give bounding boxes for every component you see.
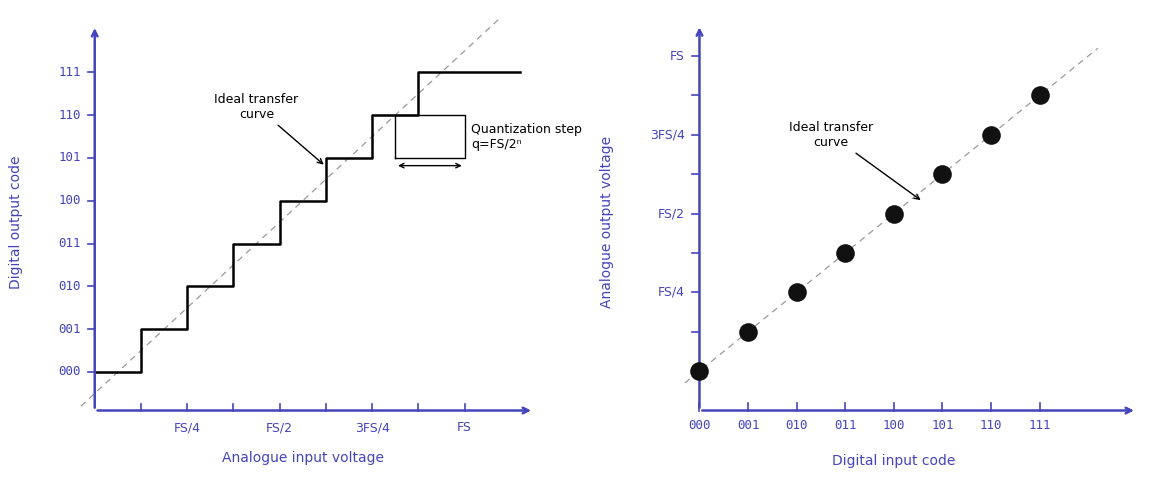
Text: Quantization step
q=FS/2ⁿ: Quantization step q=FS/2ⁿ xyxy=(472,122,583,150)
Point xyxy=(933,170,952,178)
Text: Digital input code: Digital input code xyxy=(832,454,955,468)
Text: 000: 000 xyxy=(688,419,710,432)
Point xyxy=(836,249,855,257)
Text: 110: 110 xyxy=(58,108,81,121)
Text: FS: FS xyxy=(457,421,472,434)
Text: FS/2: FS/2 xyxy=(658,207,684,220)
Text: 100: 100 xyxy=(58,194,81,207)
Text: 001: 001 xyxy=(737,419,759,432)
Text: 010: 010 xyxy=(785,419,808,432)
Text: Analogue input voltage: Analogue input voltage xyxy=(222,451,384,465)
Text: 111: 111 xyxy=(1028,419,1051,432)
Text: 101: 101 xyxy=(931,419,953,432)
Text: 100: 100 xyxy=(883,419,905,432)
Text: FS/2: FS/2 xyxy=(266,421,293,434)
Point xyxy=(787,289,806,296)
Text: 001: 001 xyxy=(58,322,81,335)
Point xyxy=(690,367,709,375)
Text: Ideal transfer
curve: Ideal transfer curve xyxy=(788,121,919,199)
Text: 3FS/4: 3FS/4 xyxy=(651,128,684,141)
Text: 011: 011 xyxy=(834,419,856,432)
Point xyxy=(738,328,757,335)
Text: 101: 101 xyxy=(58,151,81,164)
Text: FS: FS xyxy=(670,50,684,63)
Point xyxy=(1030,92,1049,99)
Text: Ideal transfer
curve: Ideal transfer curve xyxy=(215,93,322,164)
Text: 3FS/4: 3FS/4 xyxy=(355,421,390,434)
Text: 110: 110 xyxy=(980,419,1002,432)
Text: 011: 011 xyxy=(58,237,81,250)
Text: FS/4: FS/4 xyxy=(174,421,201,434)
Text: Analogue output voltage: Analogue output voltage xyxy=(600,135,614,308)
Text: FS/4: FS/4 xyxy=(658,286,684,299)
Text: 000: 000 xyxy=(58,365,81,378)
Point xyxy=(981,131,1000,139)
Text: 010: 010 xyxy=(58,280,81,293)
Point xyxy=(884,210,903,217)
Text: 111: 111 xyxy=(58,66,81,79)
Text: Digital output code: Digital output code xyxy=(9,155,23,289)
